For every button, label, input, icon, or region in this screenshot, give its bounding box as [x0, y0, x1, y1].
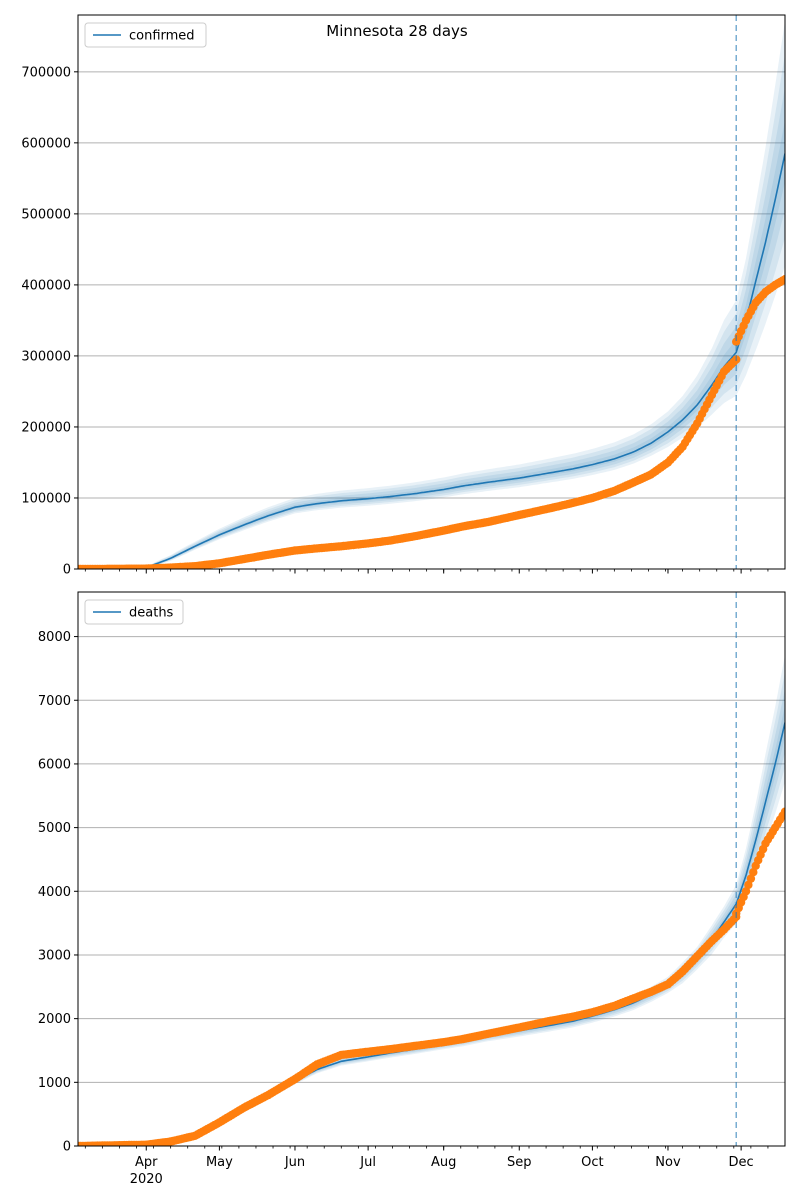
observed-point: [746, 874, 756, 883]
uncertainty-band: [78, 671, 785, 1146]
x-tick-label: Oct: [581, 1155, 603, 1170]
observed-point: [744, 880, 753, 890]
x-year-label: 2020: [130, 1172, 163, 1187]
observed-point: [741, 887, 751, 896]
x-tick-label: Jun: [284, 1155, 305, 1170]
y-tick-label: 4000: [38, 885, 71, 900]
y-tick-label: 8000: [38, 630, 71, 645]
uncertainty-band: [78, 654, 785, 1146]
legend: deaths: [84, 599, 184, 625]
y-tick-label: 1000: [38, 1076, 71, 1091]
y-tick-label: 0: [63, 1140, 71, 1155]
uncertainty-band: [78, 705, 785, 1146]
plot-area: [78, 654, 785, 1146]
axes-frame: [77, 14, 786, 570]
y-tick-label: 7000: [38, 694, 71, 709]
uncertainty-band: [78, 688, 785, 1146]
y-tick-label: 700000: [21, 65, 71, 80]
uncertainty-band: [78, 120, 785, 569]
legend-box: [84, 22, 207, 48]
x-tick-label: Apr: [135, 1155, 158, 1170]
observed-point: [749, 868, 758, 877]
model-line: [78, 153, 785, 569]
y-tick-label: 500000: [21, 207, 71, 222]
deaths-panel: 0 1000 2000 3000 4000 5000 6000 7000 8000 Apr May J…: [38, 591, 786, 1187]
x-tick-label: Jul: [359, 1155, 376, 1170]
x-tick-label: Dec: [729, 1155, 754, 1170]
x-tick-label: May: [206, 1155, 233, 1170]
confirmed-panel: 0 100000 200000 300000 400000 500000 600000 700…: [21, 14, 786, 578]
observed-point: [780, 807, 785, 816]
plot-area: [78, 20, 785, 569]
y-tick-label: 0: [63, 563, 71, 578]
legend-label: confirmed: [129, 29, 195, 44]
y-tick-label: 200000: [21, 420, 71, 435]
legend-box: [84, 599, 184, 625]
y-tick-label: 5000: [38, 821, 71, 836]
y-tick-label: 3000: [38, 948, 71, 963]
legend-label: deaths: [129, 606, 174, 621]
observed-point: [780, 275, 785, 284]
x-tick-label: Sep: [507, 1155, 532, 1170]
figure-title: Minnesota 28 days: [326, 22, 468, 40]
y-tick-label: 400000: [21, 278, 71, 293]
y-tick-label: 100000: [21, 491, 71, 506]
y-tick-label: 300000: [21, 349, 71, 364]
y-tick-label: 6000: [38, 757, 71, 772]
axes-frame: [77, 591, 786, 1147]
y-tick-label: 600000: [21, 136, 71, 151]
legend: confirmed: [84, 22, 207, 48]
x-tick-label: Nov: [655, 1155, 681, 1170]
y-tick-label: 2000: [38, 1012, 71, 1027]
x-tick-label: Aug: [431, 1155, 456, 1170]
